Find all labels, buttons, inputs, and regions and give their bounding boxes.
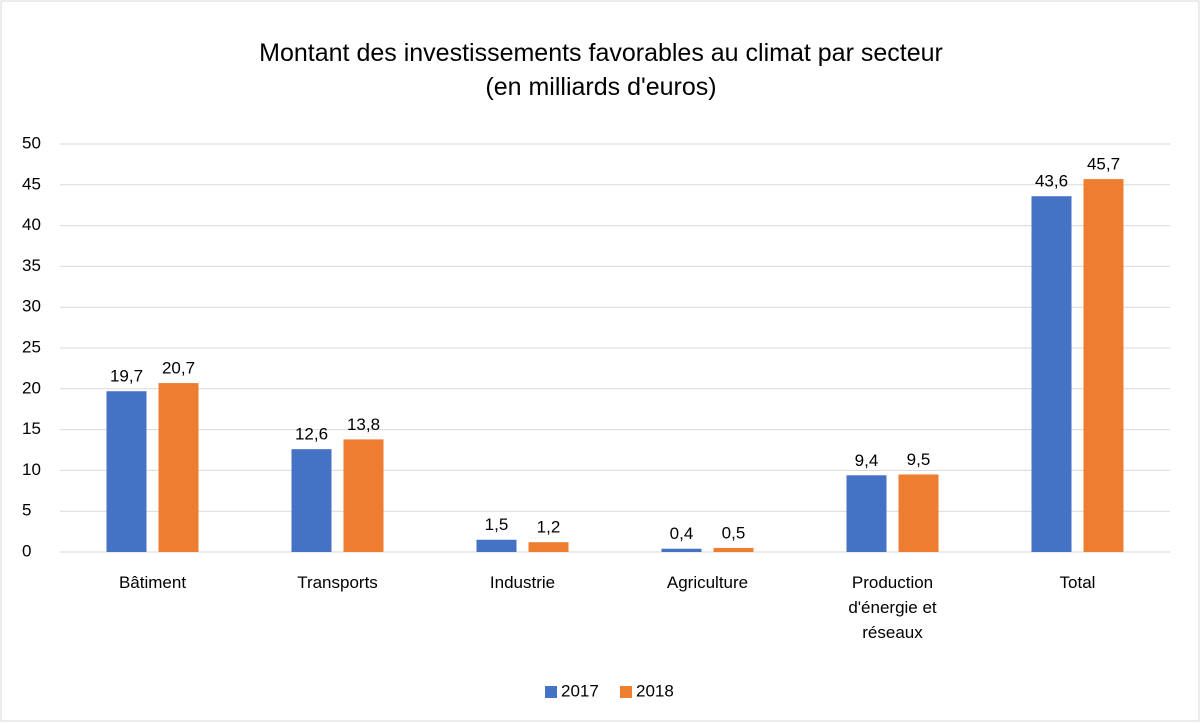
- bar: [661, 548, 702, 552]
- bar: [343, 439, 384, 552]
- value-label: 0,5: [722, 523, 746, 542]
- value-label: 45,7: [1087, 155, 1120, 174]
- legend-label: 2017: [561, 681, 599, 700]
- legend-swatch: [545, 686, 557, 698]
- x-tick-label: Production d'énergie et réseaux: [848, 573, 937, 642]
- x-tick-label: Industrie: [489, 573, 556, 592]
- bar: [1031, 196, 1072, 552]
- bar: [898, 474, 939, 552]
- bar: [158, 383, 199, 552]
- title-box: Montant des investissements favorables a…: [259, 39, 943, 101]
- x-tick-label: Total: [1059, 573, 1096, 592]
- x-label-box: Production d'énergie et réseaux: [848, 573, 937, 642]
- x-label-box: Bâtiment: [118, 573, 187, 592]
- x-label-box: Total: [1059, 573, 1096, 592]
- value-label: 13,8: [347, 415, 380, 434]
- y-tick-label: 30: [22, 297, 41, 316]
- y-tick-label: 45: [22, 174, 41, 193]
- y-tick-label: 10: [22, 460, 41, 479]
- bar: [291, 449, 332, 552]
- bar: [528, 542, 569, 552]
- x-label-box: Transports: [297, 573, 378, 592]
- x-label-box: Agriculture: [666, 573, 749, 592]
- legend-swatch: [620, 686, 632, 698]
- y-tick-label: 20: [22, 378, 41, 397]
- y-tick-label: 5: [22, 501, 31, 520]
- y-tick-label: 40: [22, 215, 41, 234]
- value-label: 1,5: [485, 515, 509, 534]
- y-tick-label: 35: [22, 256, 41, 275]
- y-tick-label: 0: [22, 541, 31, 560]
- legend-label: 2018: [636, 681, 674, 700]
- value-label: 1,2: [537, 518, 561, 537]
- x-label-box: Industrie: [489, 573, 556, 592]
- y-tick-label: 50: [22, 133, 41, 152]
- value-label: 19,7: [110, 367, 143, 386]
- bar: [1083, 179, 1124, 552]
- y-tick-label: 25: [22, 337, 41, 356]
- value-label: 20,7: [162, 359, 195, 378]
- value-label: 9,5: [907, 450, 931, 469]
- bar: [106, 391, 147, 552]
- x-tick-label: Bâtiment: [118, 573, 187, 592]
- chart-title: Montant des investissements favorables a…: [259, 39, 943, 101]
- bar: [846, 475, 887, 552]
- value-label: 12,6: [295, 425, 328, 444]
- value-label: 43,6: [1035, 172, 1068, 191]
- x-tick-label: Transports: [297, 573, 378, 592]
- bar: [476, 539, 517, 552]
- value-label: 9,4: [855, 451, 879, 470]
- value-label: 0,4: [670, 524, 694, 543]
- x-tick-label: Agriculture: [666, 573, 749, 592]
- bar: [713, 547, 754, 552]
- y-tick-label: 15: [22, 419, 41, 438]
